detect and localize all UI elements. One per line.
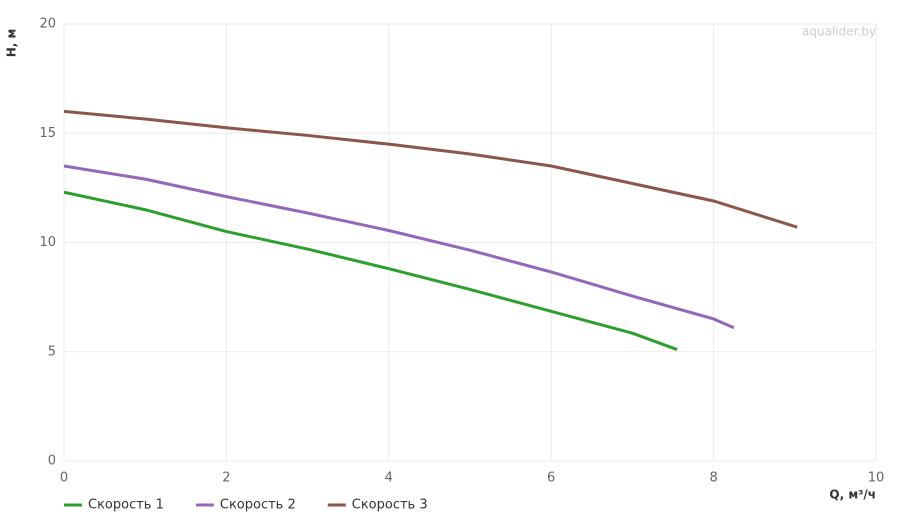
legend-label: Скорость 1 xyxy=(88,498,164,513)
y-tick-label: 10 xyxy=(39,235,56,250)
x-tick-label: 2 xyxy=(222,471,230,486)
line-series xyxy=(63,109,798,229)
legend-item: Скорость 2 xyxy=(195,498,296,513)
legend-label: Скорость 2 xyxy=(220,498,296,513)
x-tick-label: 0 xyxy=(60,471,68,486)
line-series xyxy=(63,190,678,351)
x-tick-label: 4 xyxy=(385,471,393,486)
y-tick-label: 5 xyxy=(48,344,56,359)
y-tick-label: 15 xyxy=(39,126,56,141)
legend-item: Скорость 1 xyxy=(64,498,164,513)
legend-label: Скорость 3 xyxy=(352,498,428,513)
y-tick-label: 0 xyxy=(48,454,56,469)
y-tick-label: 20 xyxy=(39,17,56,32)
y-axis-label: H, м xyxy=(5,29,19,58)
x-tick-label: 8 xyxy=(709,471,717,486)
x-tick-label: 6 xyxy=(547,471,555,486)
legend-item: Скорость 3 xyxy=(327,498,428,513)
watermark: aqualider.by xyxy=(802,25,876,39)
line-series xyxy=(63,164,735,330)
x-tick-label: 10 xyxy=(868,471,885,486)
x-axis-label: Q, м³/ч xyxy=(829,488,876,502)
